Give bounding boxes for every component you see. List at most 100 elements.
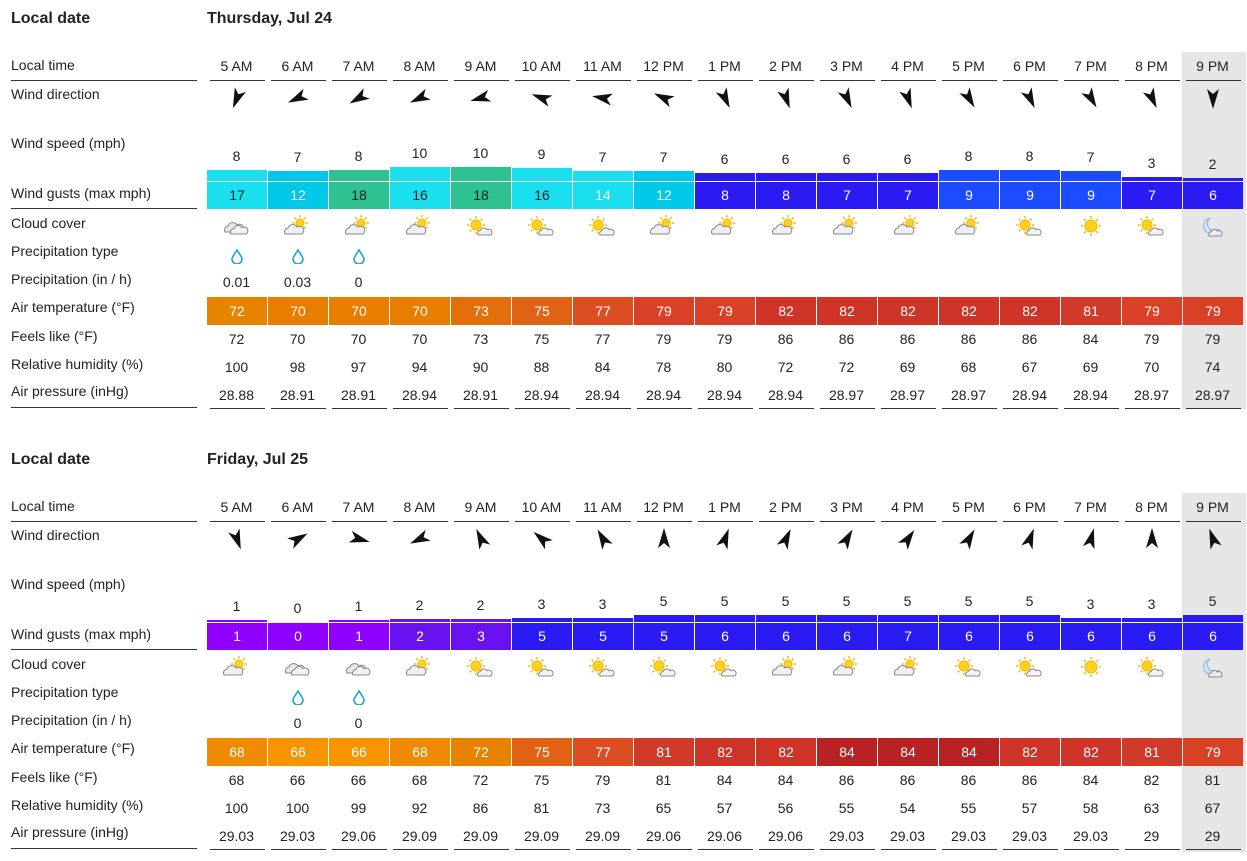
feels-like-value: 81 bbox=[655, 772, 672, 788]
column-rule bbox=[1064, 80, 1119, 81]
wind-direction-arrow-icon bbox=[1183, 524, 1243, 554]
time-label: 2 PM bbox=[769, 499, 802, 515]
wind-direction-arrow-icon bbox=[512, 83, 572, 113]
air-pressure-value: 29.03 bbox=[889, 828, 926, 844]
air-temperature-value: 84 bbox=[878, 738, 938, 766]
feels-like-value: 82 bbox=[1143, 772, 1160, 788]
air-pressure-value: 28.97 bbox=[889, 387, 926, 403]
wind-gust-value: 6 bbox=[1183, 182, 1243, 209]
wind-speed-value: 3 bbox=[1147, 155, 1156, 171]
column-rule bbox=[820, 80, 875, 81]
column-rule bbox=[942, 80, 997, 81]
label-local-time: Local time bbox=[11, 57, 75, 73]
column-rule bbox=[393, 80, 448, 81]
air-pressure-value: 29.06 bbox=[340, 828, 377, 844]
label-wind-speed: Wind speed (mph) bbox=[11, 576, 126, 592]
wind-direction-arrow-icon bbox=[1122, 524, 1182, 554]
air-pressure-value: 29.03 bbox=[218, 828, 255, 844]
air-temperature-value: 72 bbox=[207, 297, 267, 325]
label-precip: Precipitation (in / h) bbox=[11, 712, 132, 728]
feels-like-value: 86 bbox=[899, 331, 916, 347]
feels-like-value: 68 bbox=[228, 772, 245, 788]
relative-humidity-value: 99 bbox=[350, 800, 367, 816]
wind-gust-value: 5 bbox=[634, 623, 694, 650]
wind-speed-bar bbox=[756, 173, 816, 181]
time-label: 2 PM bbox=[769, 58, 802, 74]
air-pressure-value: 28.88 bbox=[218, 387, 255, 403]
cloud-cover-partly-cloudy-icon bbox=[695, 214, 755, 238]
column-rule bbox=[1003, 849, 1058, 850]
feels-like-value: 86 bbox=[838, 772, 855, 788]
air-temperature-value: 72 bbox=[451, 738, 511, 766]
time-label: 7 PM bbox=[1074, 499, 1107, 515]
air-temperature-value: 82 bbox=[1061, 738, 1121, 766]
wind-speed-value: 0 bbox=[293, 600, 302, 616]
wind-direction-arrow-icon bbox=[573, 83, 633, 113]
column-rule bbox=[942, 849, 997, 850]
label-local-date: Local date bbox=[11, 451, 91, 468]
wind-speed-bar bbox=[1000, 615, 1060, 622]
time-label: 8 AM bbox=[403, 58, 436, 74]
wind-direction-arrow-icon bbox=[207, 524, 267, 554]
wind-gust-value: 6 bbox=[1000, 623, 1060, 650]
air-temperature-value: 77 bbox=[573, 297, 633, 325]
wind-speed-value: 1 bbox=[354, 598, 363, 614]
time-label: 3 PM bbox=[830, 58, 863, 74]
wind-speed-bar bbox=[1061, 618, 1121, 622]
air-temperature-value: 82 bbox=[878, 297, 938, 325]
wind-direction-arrow-icon bbox=[939, 524, 999, 554]
time-label: 12 PM bbox=[643, 499, 684, 515]
column-rule bbox=[332, 849, 387, 850]
cloud-cover-cloudy-icon bbox=[207, 214, 267, 238]
wind-speed-value: 3 bbox=[537, 596, 546, 612]
air-temperature-value: 82 bbox=[695, 738, 755, 766]
feels-like-value: 68 bbox=[411, 772, 428, 788]
cloud-cover-sunny-icon bbox=[1061, 655, 1121, 679]
row-divider bbox=[11, 208, 197, 209]
time-label: 6 AM bbox=[281, 499, 314, 515]
column-rule bbox=[1186, 408, 1241, 409]
feels-like-value: 84 bbox=[1082, 772, 1099, 788]
cloud-cover-partly-cloudy-icon bbox=[634, 214, 694, 238]
air-temperature-value: 84 bbox=[817, 738, 877, 766]
relative-humidity-value: 90 bbox=[472, 359, 489, 375]
time-label: 6 PM bbox=[1013, 499, 1046, 515]
relative-humidity-value: 100 bbox=[285, 800, 310, 816]
feels-like-value: 86 bbox=[899, 772, 916, 788]
column-rule bbox=[576, 80, 631, 81]
relative-humidity-value: 80 bbox=[716, 359, 733, 375]
air-pressure-value: 28.94 bbox=[584, 387, 621, 403]
cloud-cover-partly-cloudy-icon bbox=[878, 214, 938, 238]
wind-direction-arrow-icon bbox=[939, 83, 999, 113]
wind-gust-value: 16 bbox=[512, 182, 572, 209]
air-pressure-value: 28.97 bbox=[950, 387, 987, 403]
air-pressure-value: 29.03 bbox=[279, 828, 316, 844]
wind-speed-bar bbox=[1122, 177, 1182, 181]
cloud-cover-mostly-sunny-icon bbox=[1000, 214, 1060, 238]
wind-speed-bar bbox=[268, 171, 328, 181]
wind-speed-value: 3 bbox=[1086, 596, 1095, 612]
wind-speed-bar bbox=[512, 618, 572, 622]
relative-humidity-value: 69 bbox=[899, 359, 916, 375]
feels-like-value: 86 bbox=[960, 331, 977, 347]
cloud-cover-partly-cloudy-icon bbox=[268, 214, 328, 238]
day-title: Thursday, Jul 24 bbox=[207, 10, 333, 27]
wind-gust-value: 5 bbox=[573, 623, 633, 650]
cloud-cover-partly-cloudy-icon bbox=[390, 214, 450, 238]
wind-speed-value: 7 bbox=[1086, 149, 1095, 165]
column-rule bbox=[881, 408, 936, 409]
wind-speed-bar bbox=[1061, 171, 1121, 181]
row-divider bbox=[11, 649, 197, 650]
wind-direction-arrow-icon bbox=[1061, 83, 1121, 113]
wind-direction-arrow-icon bbox=[512, 524, 572, 554]
air-pressure-value: 28.97 bbox=[1133, 387, 1170, 403]
feels-like-value: 79 bbox=[1204, 331, 1221, 347]
wind-gust-value: 1 bbox=[207, 623, 267, 650]
wind-speed-value: 6 bbox=[720, 151, 729, 167]
wind-direction-arrow-icon bbox=[1000, 524, 1060, 554]
time-label: 11 AM bbox=[583, 58, 622, 74]
wind-direction-arrow-icon bbox=[817, 524, 877, 554]
air-pressure-value: 29.09 bbox=[523, 828, 560, 844]
air-pressure-value: 28.94 bbox=[767, 387, 804, 403]
wind-speed-bar bbox=[634, 615, 694, 622]
